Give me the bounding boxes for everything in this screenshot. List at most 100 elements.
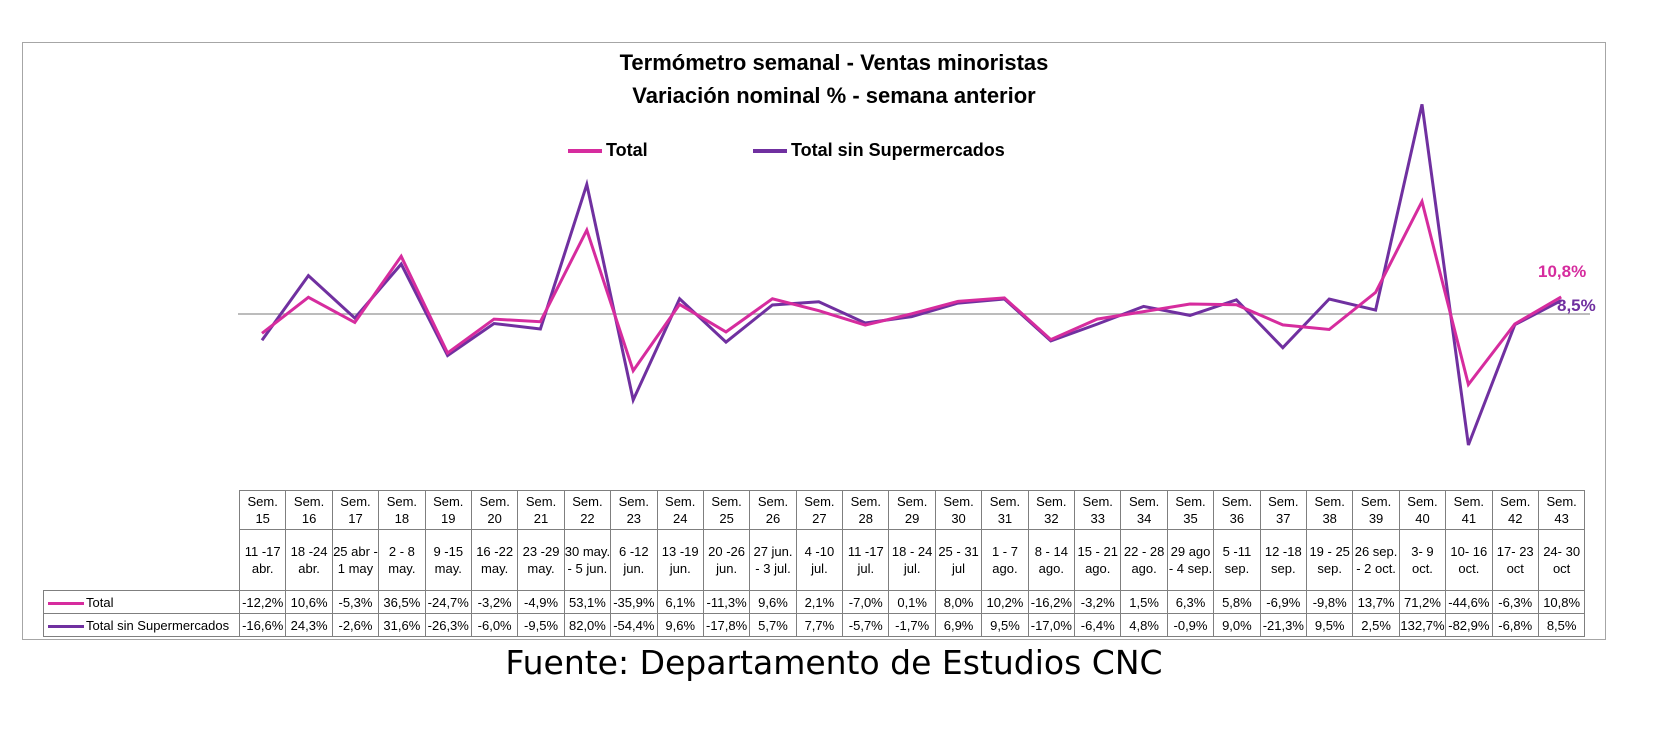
legend-swatch-sin-super: [753, 148, 787, 153]
date-row: 11 -17 abr. 18 -24 abr. 25 abr - 1 may 2 - …: [44, 529, 1586, 591]
value-0-cell: 6,1%: [656, 590, 704, 614]
week-cell: Sem. 28: [842, 490, 890, 530]
value-1-cell: 4,8%: [1120, 613, 1168, 637]
value-1-cell: -54,4%: [610, 613, 658, 637]
value-0-cell: 10,2%: [981, 590, 1029, 614]
value-1-cell: 9,5%: [981, 613, 1029, 637]
week-cell: Sem. 38: [1305, 490, 1354, 530]
source-note: Fuente: Departamento de Estudios CNC: [505, 643, 1163, 682]
week-cell: Sem. 42: [1491, 490, 1539, 530]
week-row: Sem. 15 Sem. 16 Sem. 17 Sem. 18 Sem. 19 Sem. …: [44, 490, 1586, 530]
week-cell: Sem. 18: [378, 490, 426, 530]
date-cell: 18 -24 abr.: [285, 529, 333, 591]
week-cell: Sem. 16: [285, 490, 333, 530]
value-0-cell: -9,8%: [1305, 590, 1354, 614]
date-cell: 4 -10 jul.: [795, 529, 844, 591]
value-0-cell: -6,9%: [1259, 590, 1307, 614]
value-1-cell: -1,7%: [888, 613, 936, 637]
legend-item-sin-super: Total sin Supermercados: [753, 140, 1005, 161]
value-0-cell: 9,6%: [749, 590, 797, 614]
value-1-cell: -26,3%: [424, 613, 472, 637]
value-0-cell: 2,1%: [795, 590, 844, 614]
row-label-1: Total sin Supermercados: [43, 613, 240, 637]
value-1-cell: 31,6%: [378, 613, 426, 637]
legend: Total Total sin Supermercados: [0, 140, 1668, 164]
date-cell: 2 - 8 may.: [378, 529, 426, 591]
week-cell: Sem. 15: [238, 490, 287, 530]
value-1-cell: 6,9%: [934, 613, 983, 637]
date-cell: 20 -26 jun.: [702, 529, 751, 591]
legend-swatch-total: [568, 148, 602, 153]
value-1-cell: -16,6%: [238, 613, 287, 637]
row-swatch-0: [48, 601, 84, 605]
week-cell: Sem. 20: [470, 490, 519, 530]
value-1-cell: 5,7%: [749, 613, 797, 637]
chart-title: Termómetro semanal - Ventas minoristas: [619, 50, 1049, 75]
value-0-cell: -3,2%: [470, 590, 519, 614]
value-1-cell: -5,7%: [842, 613, 890, 637]
value-1-cell: 2,5%: [1352, 613, 1400, 637]
date-cell: 9 -15 may.: [424, 529, 472, 591]
date-cell: 10- 16 oct.: [1445, 529, 1493, 591]
value-1-cell: -0,9%: [1166, 613, 1215, 637]
week-cell: Sem. 21: [517, 490, 565, 530]
value-0-cell: 10,6%: [285, 590, 333, 614]
week-cell: Sem. 32: [1027, 490, 1076, 530]
week-cell: Sem. 35: [1166, 490, 1215, 530]
end-label-sin-super: 8,5%: [1557, 296, 1596, 315]
value-1-cell: 24,3%: [285, 613, 333, 637]
value-1-cell: -2,6%: [331, 613, 380, 637]
table-corner: [44, 491, 240, 530]
date-cell: 24- 30 oct: [1537, 529, 1586, 591]
legend-item-total: Total: [568, 140, 648, 161]
value-0-cell: 53,1%: [563, 590, 612, 614]
value-1-cell: -6,4%: [1074, 613, 1122, 637]
date-cell: 26 sep. - 2 oct.: [1352, 529, 1400, 591]
date-cell: 12 -18 sep.: [1259, 529, 1307, 591]
chart-frame: [22, 42, 1606, 640]
value-0-cell: 10,8%: [1537, 590, 1586, 614]
date-cell: 11 -17 jul.: [842, 529, 890, 591]
week-cell: Sem. 19: [424, 490, 472, 530]
chart-subtitle: Variación nominal % - semana anterior: [632, 83, 1036, 108]
value-0-cell: -24,7%: [424, 590, 472, 614]
value-0-cell: -3,2%: [1074, 590, 1122, 614]
date-cell: 11 -17 abr.: [238, 529, 287, 591]
value-0-cell: -44,6%: [1445, 590, 1493, 614]
week-cell: Sem. 33: [1074, 490, 1122, 530]
value-1-cell: -6,8%: [1491, 613, 1539, 637]
value-0-cell: 1,5%: [1120, 590, 1168, 614]
week-cell: Sem. 25: [702, 490, 751, 530]
value-1-row: Total sin Supermercados -16,6% 24,3% -2,6% 3…: [43, 613, 1586, 637]
value-0-cell: 5,8%: [1213, 590, 1261, 614]
value-1-cell: 7,7%: [795, 613, 844, 637]
value-1-cell: 9,6%: [656, 613, 704, 637]
date-cell: 19 - 25 sep.: [1305, 529, 1354, 591]
date-cell: 25 abr - 1 may: [331, 529, 380, 591]
value-1-cell: -82,9%: [1445, 613, 1493, 637]
date-cell: 27 jun. - 3 jul.: [749, 529, 797, 591]
week-cell: Sem. 36: [1213, 490, 1261, 530]
row-label-0: Total: [43, 590, 240, 614]
week-cell: Sem. 30: [934, 490, 983, 530]
legend-label-total: Total: [606, 140, 648, 160]
value-1-cell: -6,0%: [470, 613, 519, 637]
value-0-cell: -5,3%: [331, 590, 380, 614]
value-0-cell: -11,3%: [702, 590, 751, 614]
week-cell: Sem. 22: [563, 490, 612, 530]
week-cell: Sem. 26: [749, 490, 797, 530]
value-1-cell: -9,5%: [517, 613, 565, 637]
date-cell: 5 -11 sep.: [1213, 529, 1261, 591]
value-0-cell: -7,0%: [842, 590, 890, 614]
table-corner: [44, 530, 240, 591]
week-cell: Sem. 29: [888, 490, 936, 530]
week-cell: Sem. 31: [981, 490, 1029, 530]
value-0-cell: 0,1%: [888, 590, 936, 614]
data-table: Sem. 15 Sem. 16 Sem. 17 Sem. 18 Sem. 19 Sem. …: [43, 490, 1586, 637]
date-cell: 17- 23 oct: [1491, 529, 1539, 591]
value-1-cell: 132,7%: [1398, 613, 1447, 637]
week-cell: Sem. 34: [1120, 490, 1168, 530]
series-line-sin-supermercados: [260, 103, 1562, 446]
week-cell: Sem. 41: [1445, 490, 1493, 530]
